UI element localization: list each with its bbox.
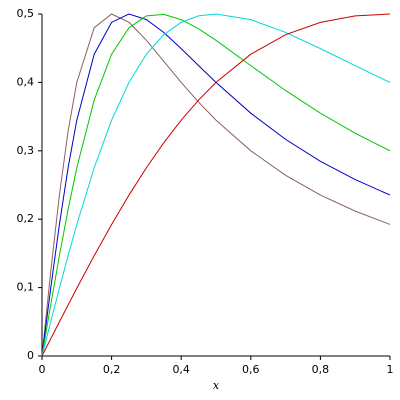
x-axis-label: x [213,379,220,392]
y-tick-label: 0,5 [17,7,35,20]
line-series [41,13,391,357]
line-series [41,13,391,357]
y-tick-label: 0,2 [17,212,35,225]
y-tick-label: 0,1 [17,281,35,294]
x-tick-label: 0,6 [242,363,260,376]
line-series [41,13,391,357]
y-tick-label: 0,4 [17,75,35,88]
x-tick-label: 1 [387,363,394,376]
x-tick-label: 0 [39,363,46,376]
y-tick-label: 0,3 [17,144,35,157]
line-series [41,13,391,357]
line-series [41,13,391,357]
y-tick-label: 0 [27,349,34,362]
x-tick-label: 0,2 [103,363,121,376]
x-tick-label: 0,8 [312,363,330,376]
x-tick-label: 0,4 [172,363,190,376]
